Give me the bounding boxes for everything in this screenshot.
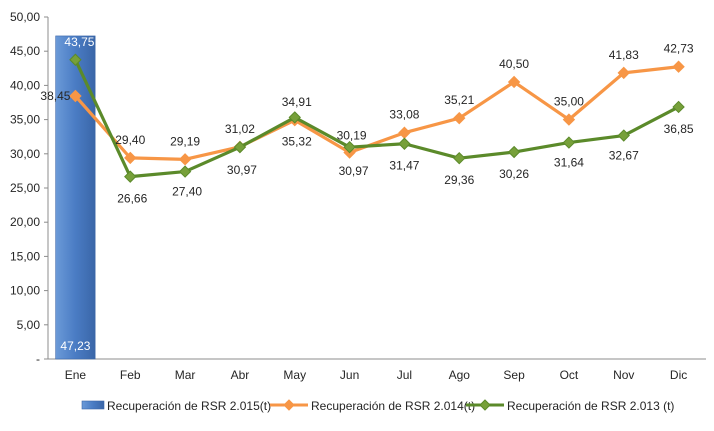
legend-diamond-icon bbox=[479, 399, 491, 411]
line-2014-data-label: 42,73 bbox=[664, 42, 694, 56]
line-2014-data-label: 35,21 bbox=[444, 93, 474, 107]
y-tick-label: 45,00 bbox=[10, 44, 40, 58]
line-2014-data-label: 29,40 bbox=[115, 133, 145, 147]
x-tick-label: Feb bbox=[120, 368, 141, 382]
line-2013-data-label: 31,47 bbox=[389, 159, 419, 173]
axes: - 5,00 10,00 15,00 20,00 25,00 30,00 35,00 40,00… bbox=[10, 10, 706, 382]
y-tick-label: 30,00 bbox=[10, 147, 40, 161]
diamond-marker bbox=[124, 151, 137, 165]
diamond-marker bbox=[288, 111, 301, 124]
legend: Recuperación de RSR 2.015(t) Recuperación… bbox=[81, 399, 674, 413]
legend-label: Recuperación de RSR 2.014(t) bbox=[311, 399, 475, 413]
diamond-marker bbox=[562, 136, 576, 149]
x-tick-label: Dic bbox=[670, 368, 687, 382]
line-2014-data-label: 40,50 bbox=[499, 57, 529, 71]
line-2013-data-label: 32,67 bbox=[609, 149, 639, 163]
diamond-marker bbox=[398, 137, 411, 150]
line-2013-data-label: 43,75 bbox=[64, 35, 94, 49]
line-2013-data-label: 31,64 bbox=[554, 156, 584, 170]
y-tick-label: 35,00 bbox=[10, 113, 40, 127]
legend-diamond-icon bbox=[283, 399, 295, 411]
y-tick-label: 15,00 bbox=[10, 249, 40, 263]
line-2014-data-label: 38,45 bbox=[40, 89, 70, 103]
line-2013-data-label: 27,40 bbox=[172, 185, 202, 199]
x-tick-label: Ene bbox=[65, 368, 87, 382]
series-line bbox=[73, 58, 681, 179]
line-2014-data-label: 33,08 bbox=[389, 108, 419, 122]
diamond-marker bbox=[562, 113, 576, 126]
diamond-marker bbox=[672, 100, 685, 114]
diamond-marker bbox=[398, 126, 411, 139]
y-tick-label: 50,00 bbox=[10, 10, 40, 24]
x-tick-label: Jun bbox=[340, 368, 359, 382]
x-tick-label: Sep bbox=[503, 368, 525, 382]
line-2013-data-label: 35,32 bbox=[282, 134, 312, 148]
line-series-2014 bbox=[69, 60, 685, 166]
line-series-group bbox=[69, 53, 685, 183]
line-series-2013 bbox=[69, 53, 685, 183]
diamond-marker bbox=[617, 129, 630, 142]
x-tick-label: Jul bbox=[397, 368, 412, 382]
y-tick-label: 40,00 bbox=[10, 78, 40, 92]
x-tick-label: Nov bbox=[613, 368, 634, 382]
line-2013-data-label: 26,66 bbox=[117, 192, 147, 206]
line-2013-data-label: 30,26 bbox=[499, 167, 529, 181]
line-2013-data-label: 30,97 bbox=[227, 163, 257, 177]
legend-label: Recuperación de RSR 2.013 (t) bbox=[507, 399, 674, 413]
diamond-marker bbox=[69, 89, 82, 103]
legend-label: Recuperación de RSR 2.015(t) bbox=[107, 399, 271, 413]
diamond-marker bbox=[453, 111, 466, 125]
legend-bar-swatch bbox=[81, 400, 105, 410]
x-tick-label: Mar bbox=[175, 368, 196, 382]
diamond-marker bbox=[453, 151, 466, 165]
diamond-marker bbox=[178, 153, 192, 166]
legend-item: Recuperación de RSR 2.014(t) bbox=[270, 399, 475, 413]
line-2014-data-label: 41,83 bbox=[609, 48, 639, 62]
line-2014-data-label: 35,00 bbox=[554, 95, 584, 109]
x-tick-label: May bbox=[283, 368, 306, 382]
legend-item: Recuperación de RSR 2.013 (t) bbox=[466, 399, 674, 413]
diamond-marker bbox=[617, 66, 630, 80]
diamond-marker bbox=[233, 140, 247, 154]
line-2014-data-label: 29,19 bbox=[170, 134, 200, 148]
line-2013-data-label: 30,97 bbox=[339, 164, 369, 178]
bar-data-label: 47,23 bbox=[60, 339, 90, 353]
y-tick-label: 5,00 bbox=[17, 318, 41, 332]
y-tick-label: 10,00 bbox=[10, 284, 40, 298]
y-tick-label: 20,00 bbox=[10, 215, 40, 229]
legend-item: Recuperación de RSR 2.015(t) bbox=[81, 399, 271, 413]
diamond-marker bbox=[507, 145, 521, 159]
line-2014-data-label: 31,02 bbox=[225, 122, 255, 136]
y-tick-label: - bbox=[36, 352, 40, 366]
y-tick-label: 25,00 bbox=[10, 181, 40, 195]
diamond-marker bbox=[124, 170, 137, 183]
diamond-marker bbox=[69, 53, 82, 66]
series-line bbox=[73, 65, 681, 161]
diamond-marker bbox=[672, 60, 685, 73]
diamond-marker bbox=[343, 140, 356, 154]
line-2013-data-label: 29,36 bbox=[444, 173, 474, 187]
bar bbox=[55, 35, 96, 360]
x-tick-label: Ago bbox=[449, 368, 471, 382]
diamond-marker bbox=[178, 165, 192, 178]
line-2013-data-label: 36,85 bbox=[664, 122, 694, 136]
line-2014-data-label: 34,91 bbox=[282, 95, 312, 109]
x-tick-label: Oct bbox=[560, 368, 579, 382]
bar-series bbox=[55, 35, 96, 360]
diamond-marker bbox=[507, 75, 521, 89]
data-labels: 47,23 38,45 29,40 29,19 31,02 34,91 30,19 33,08… bbox=[40, 35, 694, 353]
line-2014-data-label: 30,19 bbox=[337, 129, 367, 143]
x-tick-label: Abr bbox=[231, 368, 250, 382]
